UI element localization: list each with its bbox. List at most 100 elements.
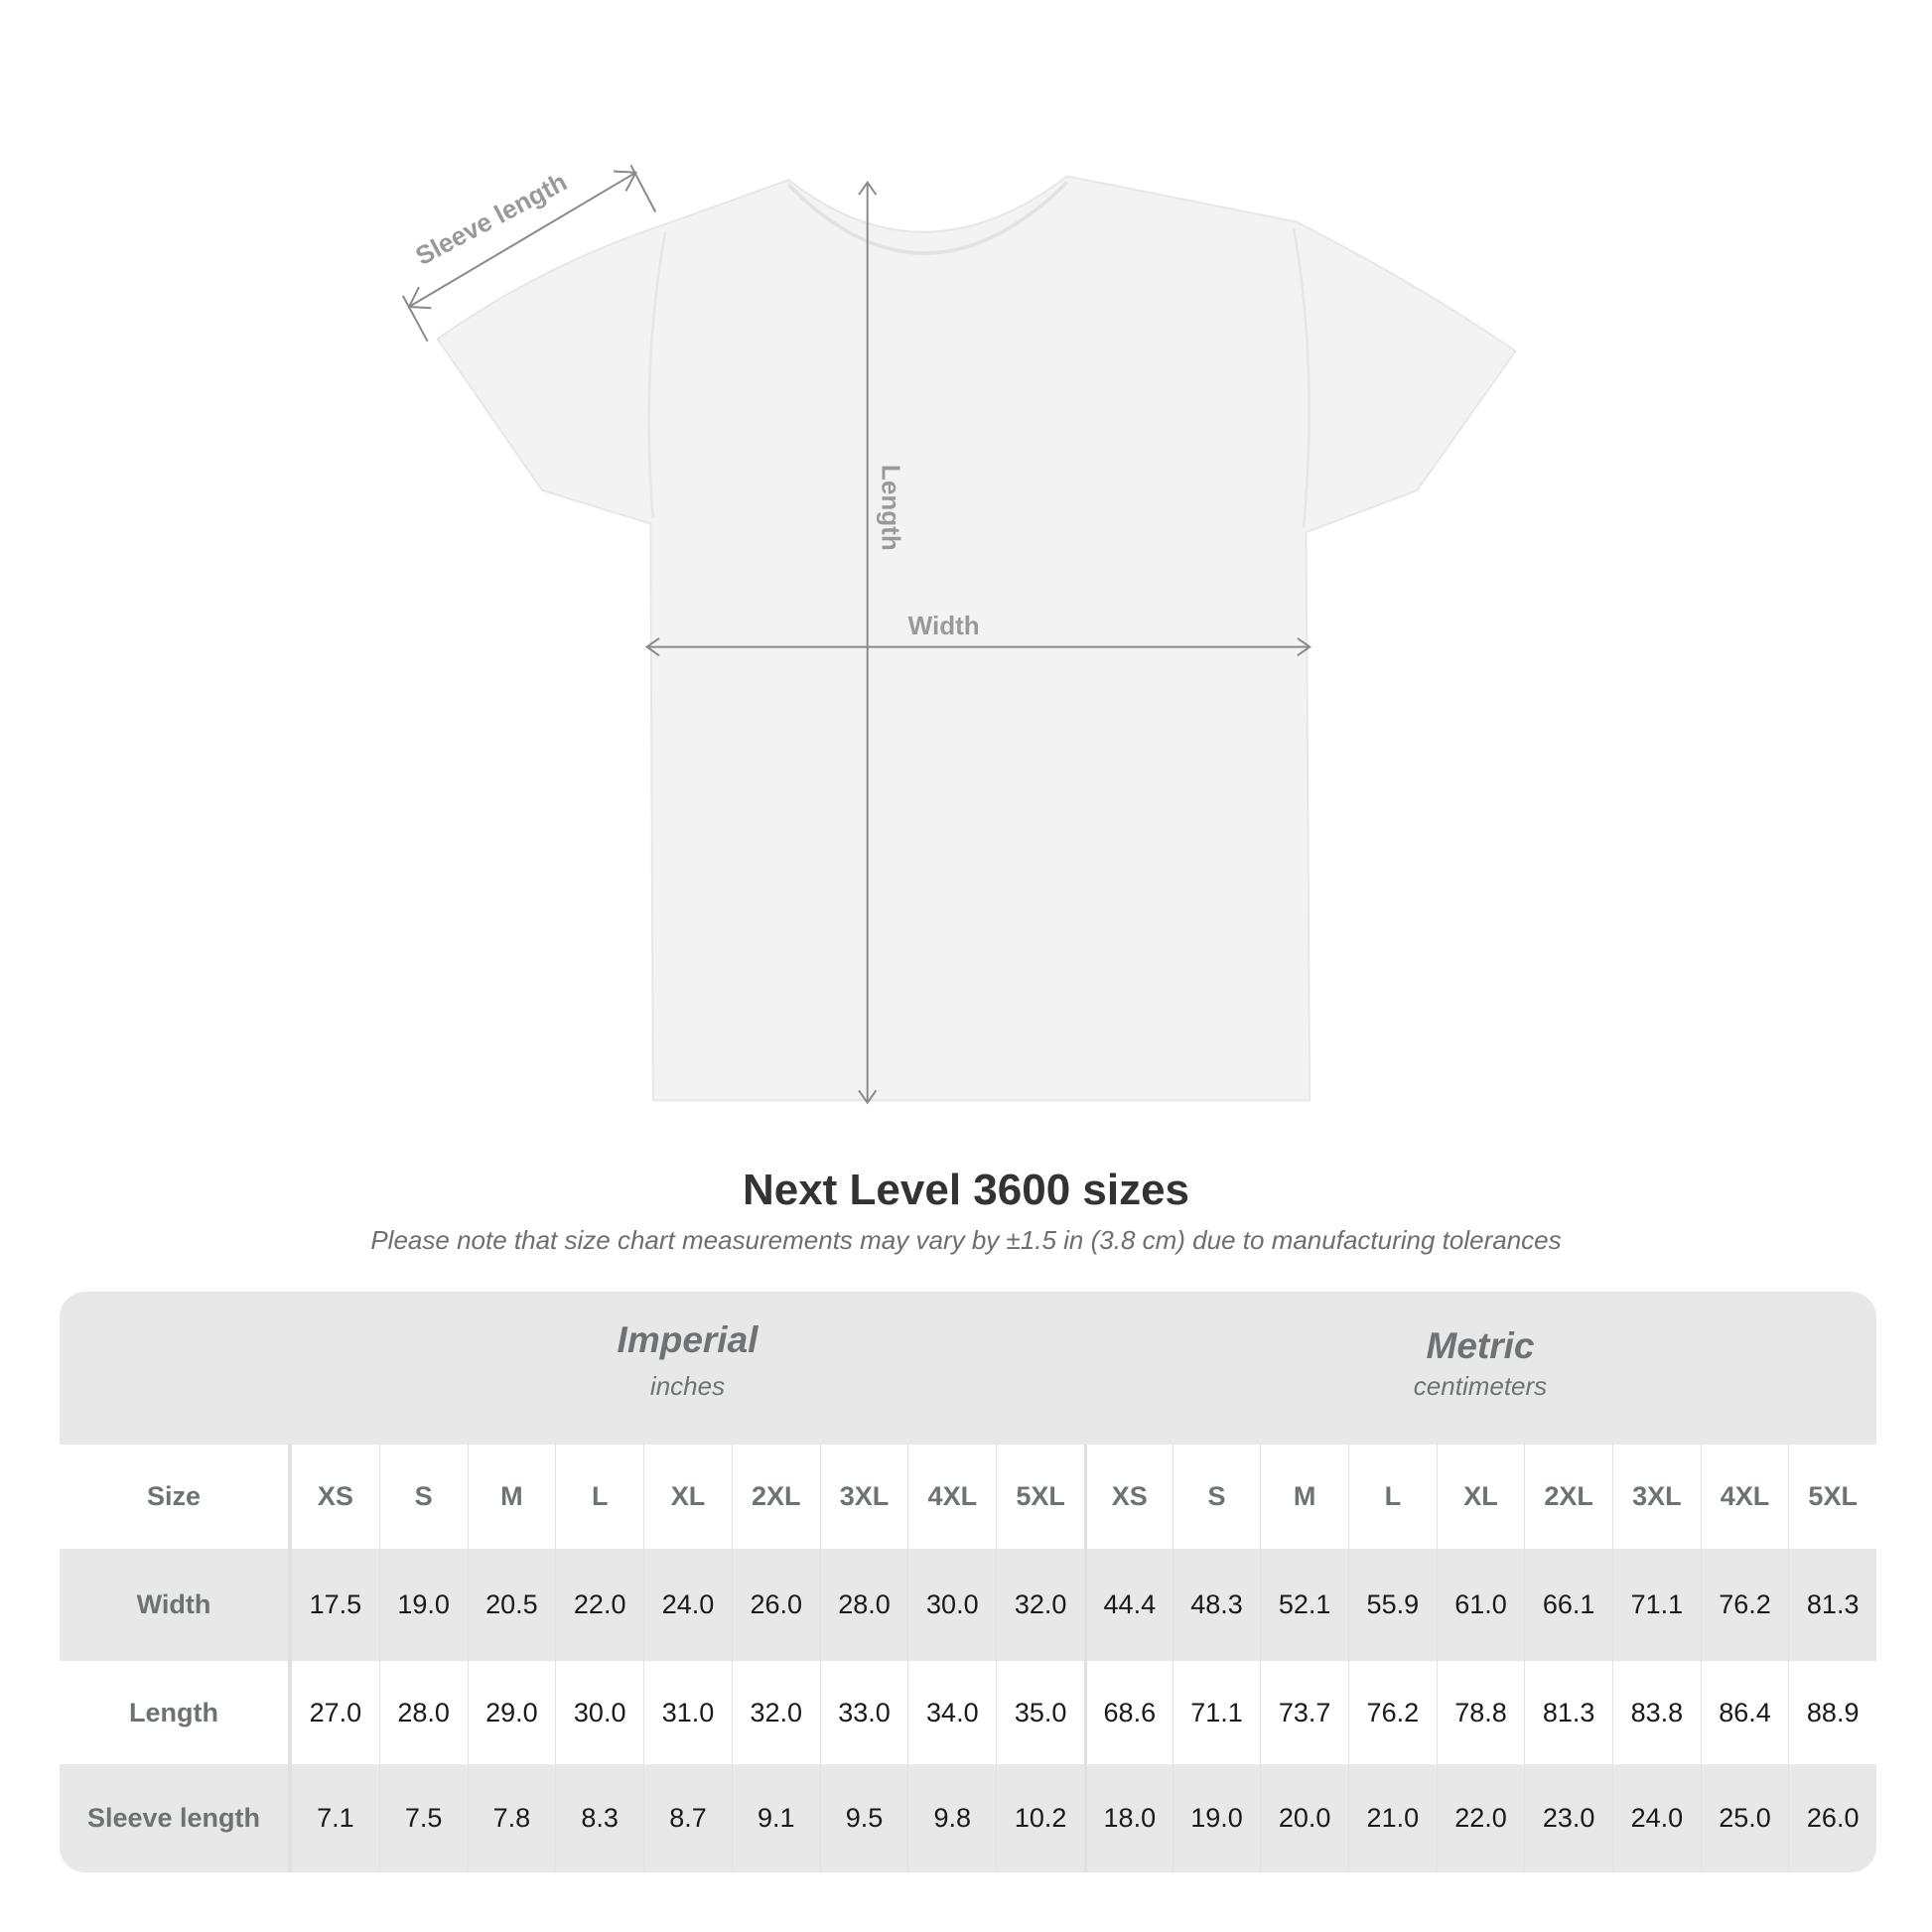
tshirt-shape [436,175,1517,1102]
size-header-imperial: M [467,1445,556,1549]
size-header-imperial: 2XL [731,1445,820,1549]
value-cell-imperial: 34.0 [907,1661,996,1764]
value-cell-metric: 81.3 [1788,1549,1876,1661]
size-header-metric: 5XL [1788,1445,1876,1549]
row-label: Size [60,1445,291,1549]
value-cell-imperial: 9.5 [819,1764,908,1872]
value-cell-metric: 71.1 [1172,1661,1261,1764]
sleeve-length-arrow [401,164,657,343]
tolerance-note: Please note that size chart measurements… [370,1225,1562,1255]
value-cell-imperial: 7.8 [467,1764,556,1872]
value-cell-metric: 78.8 [1436,1661,1525,1764]
value-cell-imperial: 32.0 [996,1549,1084,1661]
size-header-imperial: XL [643,1445,732,1549]
value-cell-imperial: 28.0 [378,1661,468,1764]
value-cell-imperial: 29.0 [467,1661,556,1764]
size-header-metric: 2XL [1524,1445,1612,1549]
value-cell-imperial: 35.0 [996,1661,1084,1764]
size-table: Imperial inches Metric centimeters Size X… [60,1292,1876,1872]
size-header-imperial: 3XL [819,1445,908,1549]
size-header-imperial: L [555,1445,643,1549]
value-cell-metric: 73.7 [1260,1661,1348,1764]
value-cell-metric: 86.4 [1700,1661,1789,1764]
size-header-metric: M [1260,1445,1348,1549]
value-cell-metric: 48.3 [1172,1549,1261,1661]
value-cell-imperial: 17.5 [290,1549,379,1661]
imperial-unit: inches [649,1371,726,1401]
value-cell-imperial: 24.0 [643,1549,732,1661]
length-arrow [858,180,878,1105]
metric-unit: centimeters [1413,1371,1548,1401]
tshirt-collar [786,181,1069,255]
table-row: Width 17.5 19.0 20.5 22.0 24.0 26.0 28.0 30.0 32.… [60,1549,1876,1661]
metric-title: Metric [1426,1325,1535,1366]
value-cell-metric: 52.1 [1260,1549,1348,1661]
value-cell-imperial: 19.0 [378,1549,468,1661]
value-cell-metric: 22.0 [1436,1764,1525,1872]
size-header-imperial: 5XL [996,1445,1084,1549]
value-cell-imperial: 22.0 [555,1549,643,1661]
value-cell-metric: 25.0 [1700,1764,1789,1872]
value-cell-metric: 83.8 [1612,1661,1701,1764]
size-header-imperial: 4XL [907,1445,996,1549]
value-cell-imperial: 30.0 [555,1661,643,1764]
width-label: Width [908,611,980,640]
imperial-title: Imperial [617,1319,759,1360]
value-cell-imperial: 31.0 [643,1661,732,1764]
value-cell-imperial: 8.7 [643,1764,732,1872]
value-cell-metric: 88.9 [1788,1661,1876,1764]
value-cell-imperial: 9.8 [907,1764,996,1872]
value-cell-imperial: 27.0 [290,1661,379,1764]
value-cell-metric: 21.0 [1348,1764,1437,1872]
size-header-metric: 3XL [1612,1445,1701,1549]
size-header-imperial: XS [290,1445,379,1549]
value-cell-metric: 81.3 [1524,1661,1612,1764]
value-cell-metric: 61.0 [1436,1549,1525,1661]
table-row: Sleeve length 7.1 7.5 7.8 8.3 8.7 9.1 9.5 9.8 10.… [60,1764,1876,1872]
size-header-metric: L [1348,1445,1437,1549]
value-cell-metric: 20.0 [1260,1764,1348,1872]
value-cell-metric: 55.9 [1348,1549,1437,1661]
value-cell-metric: 23.0 [1524,1764,1612,1872]
value-cell-imperial: 7.1 [290,1764,379,1872]
size-header-imperial: S [378,1445,468,1549]
metric-header: Metric centimeters [1084,1292,1876,1445]
value-cell-imperial: 26.0 [731,1549,820,1661]
row-label: Width [60,1549,291,1661]
value-cell-imperial: 32.0 [731,1661,820,1764]
value-cell-metric: 71.1 [1612,1549,1701,1661]
value-cell-imperial: 28.0 [819,1549,908,1661]
row-label: Sleeve length [60,1764,291,1872]
value-cell-metric: 76.2 [1700,1549,1789,1661]
size-header-row: Size XS S M L XL 2XL 3XL 4XL 5XL XS S M L XL 2XL 3XL 4XL 5… [60,1445,1876,1549]
size-header-metric: S [1172,1445,1261,1549]
size-header-metric: XL [1436,1445,1525,1549]
page-title: Next Level 3600 sizes [742,1166,1190,1214]
value-cell-metric: 26.0 [1788,1764,1876,1872]
tshirt-diagram: Sleeve length Length Width [401,164,1517,1105]
value-cell-imperial: 8.3 [555,1764,643,1872]
row-label: Length [60,1661,291,1764]
value-cell-metric: 18.0 [1083,1764,1173,1872]
value-cell-imperial: 20.5 [467,1549,556,1661]
sleeve-length-label: Sleeve length [411,167,572,271]
value-cell-imperial: 33.0 [819,1661,908,1764]
table-row: Length 27.0 28.0 29.0 30.0 31.0 32.0 33.0 34.0 35… [60,1661,1876,1764]
value-cell-metric: 44.4 [1083,1549,1173,1661]
value-cell-metric: 19.0 [1172,1764,1261,1872]
imperial-header: Imperial inches [291,1292,1084,1445]
size-header-metric: 4XL [1700,1445,1789,1549]
size-header-metric: XS [1083,1445,1173,1549]
value-cell-metric: 24.0 [1612,1764,1701,1872]
sleeve-seam-left [647,231,667,518]
value-cell-imperial: 30.0 [907,1549,996,1661]
value-cell-metric: 68.6 [1083,1661,1173,1764]
width-arrow [644,637,1311,657]
value-cell-imperial: 10.2 [996,1764,1084,1872]
value-cell-imperial: 9.1 [731,1764,820,1872]
sleeve-seam-right [1292,227,1311,528]
value-cell-metric: 76.2 [1348,1661,1437,1764]
value-cell-imperial: 7.5 [378,1764,468,1872]
length-label: Length [877,465,906,551]
value-cell-metric: 66.1 [1524,1549,1612,1661]
